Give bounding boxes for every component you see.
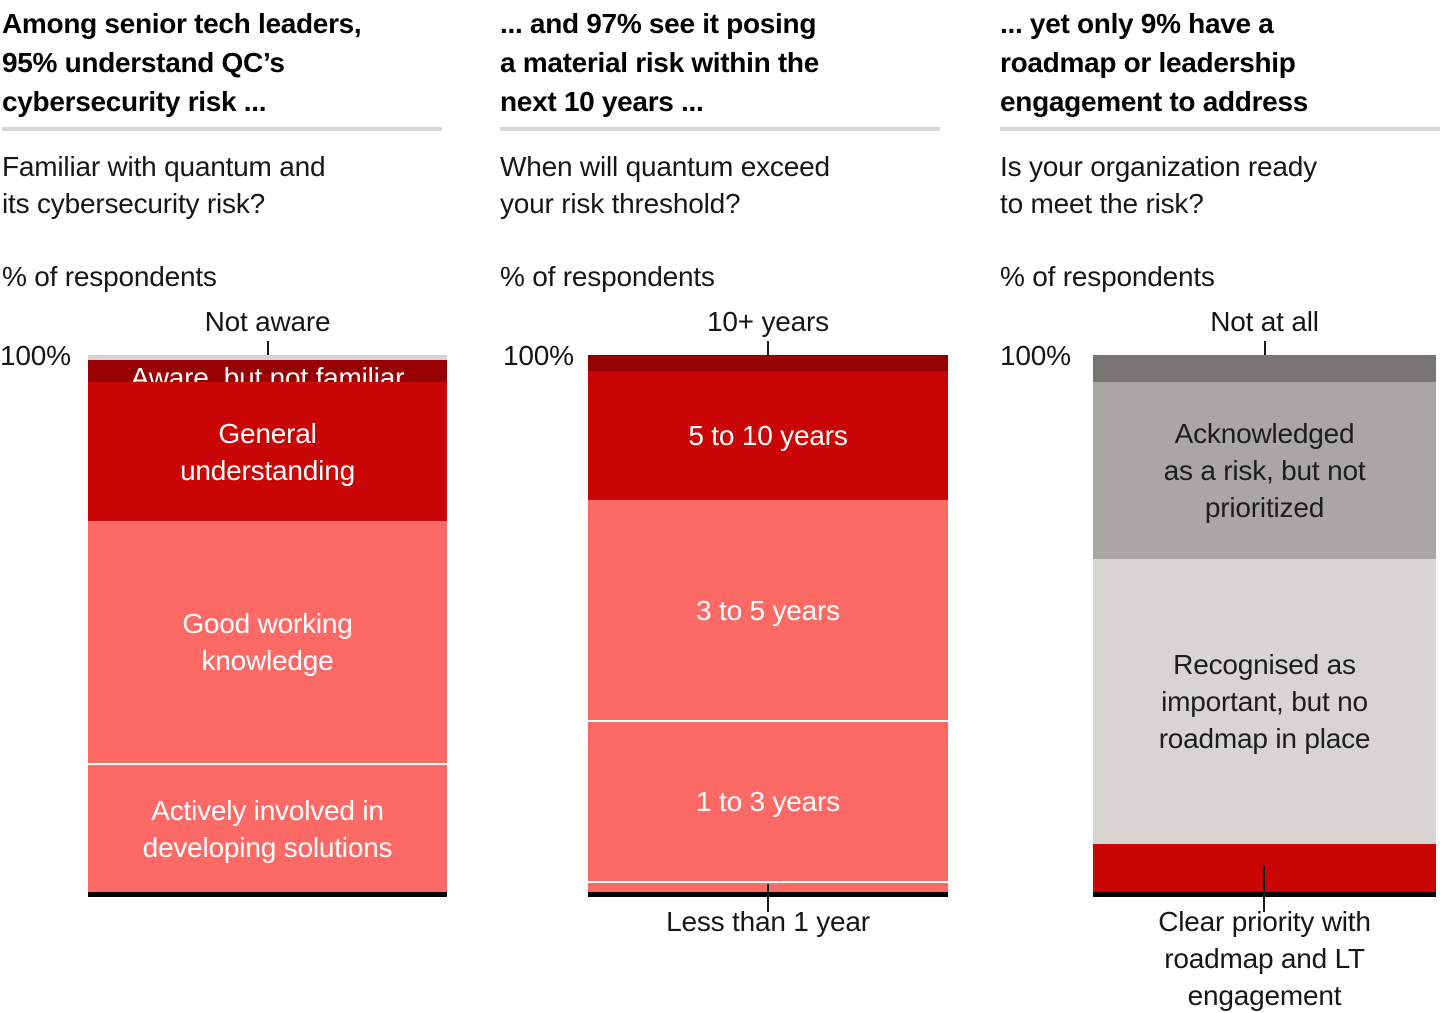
axis-label-100: 100% [1000,340,1071,371]
stacked-bar-readiness: Acknowledged as a risk, but not prioriti… [1093,355,1436,892]
bar-segment-recognised-no-roadmap: Recognised as important, but no roadmap … [1093,559,1436,844]
unit-label: % of respondents [1000,261,1215,292]
axis-baseline [88,892,447,897]
bar-segment-good-working-knowledge: Good working knowledge [88,521,447,764]
callout-tick [266,341,269,355]
panel-question: When will quantum exceed your risk thres… [500,151,830,219]
bar-segment-not-at-all [1093,355,1436,382]
callout-label: Not at all [1210,306,1319,337]
callout-clear-priority: Clear priority with roadmap and LT engag… [1158,906,1371,1011]
segment-label-actively-involved: Actively involved in developing solution… [142,794,393,863]
unit-label: % of respondents [2,261,217,292]
bar-segment-three-to-five-years: 3 to 5 years [588,499,948,721]
callout-less-than-1-year: Less than 1 year [666,906,870,937]
callout-label: Not aware [204,306,331,337]
panel-risk-horizon: ... and 97% see it posing a material ris… [500,0,940,1013]
unit-label: % of respondents [500,261,715,292]
panel-familiarity: Among senior tech leaders, 95% understan… [2,0,442,1013]
divider-line [1000,127,1440,131]
panel-title: ... and 97% see it posing a material ris… [500,8,819,117]
bar-segment-acknowledged-not-prioritized: Acknowledged as a risk, but not prioriti… [1093,381,1436,560]
callout-tick [767,884,769,912]
stacked-bar-familiarity: Aware, but not familiar General understan… [88,355,447,892]
panel-title: Among senior tech leaders, 95% understan… [2,8,362,117]
segment-label-acknowledged-not-prioritized: Acknowledged as a risk, but not prioriti… [1163,417,1366,523]
callout-tick [1263,341,1266,355]
bar-segment-ten-plus-years [588,355,948,372]
panel-readiness: ... yet only 9% have a roadmap or leader… [1000,0,1440,1013]
bar-segment-not-aware [88,355,447,361]
callout-label: 10+ years [707,306,829,337]
panel-question: Familiar with quantum and its cybersecur… [2,151,326,219]
segment-label-good-working-knowledge: Good working knowledge [182,608,353,677]
segment-label-one-to-three-years: 1 to 3 years [696,786,840,818]
bar-segment-aware-but-not-familiar: Aware, but not familiar [88,360,447,393]
divider-line [2,127,442,131]
segment-label-general-understanding: General understanding [180,417,355,486]
callout-not-at-all: Not at all [1093,305,1436,355]
panel-title: ... yet only 9% have a roadmap or leader… [1000,8,1309,117]
callout-tick [767,341,769,355]
callout-ten-plus-years: 10+ years [588,305,948,355]
bar-segment-one-to-three-years: 1 to 3 years [588,720,948,882]
stacked-bar-risk-horizon: 5 to 10 years 3 to 5 years 1 to 3 years [588,355,948,892]
bar-segment-actively-involved: Actively involved in developing solution… [88,763,447,892]
axis-label-100: 100% [503,340,574,371]
bar-segment-general-understanding: General understanding [88,381,447,522]
segment-label-five-to-ten-years: 5 to 10 years [688,420,848,452]
segment-label-three-to-five-years: 3 to 5 years [696,594,840,626]
axis-label-100: 100% [0,340,71,371]
divider-line [500,127,940,131]
segment-label-recognised-no-roadmap: Recognised as important, but no roadmap … [1158,648,1371,754]
callout-not-aware: Not aware [88,305,447,355]
bar-segment-five-to-ten-years: 5 to 10 years [588,371,948,500]
callout-tick [1263,866,1265,912]
panel-question: Is your organization ready to meet the r… [1000,151,1317,219]
